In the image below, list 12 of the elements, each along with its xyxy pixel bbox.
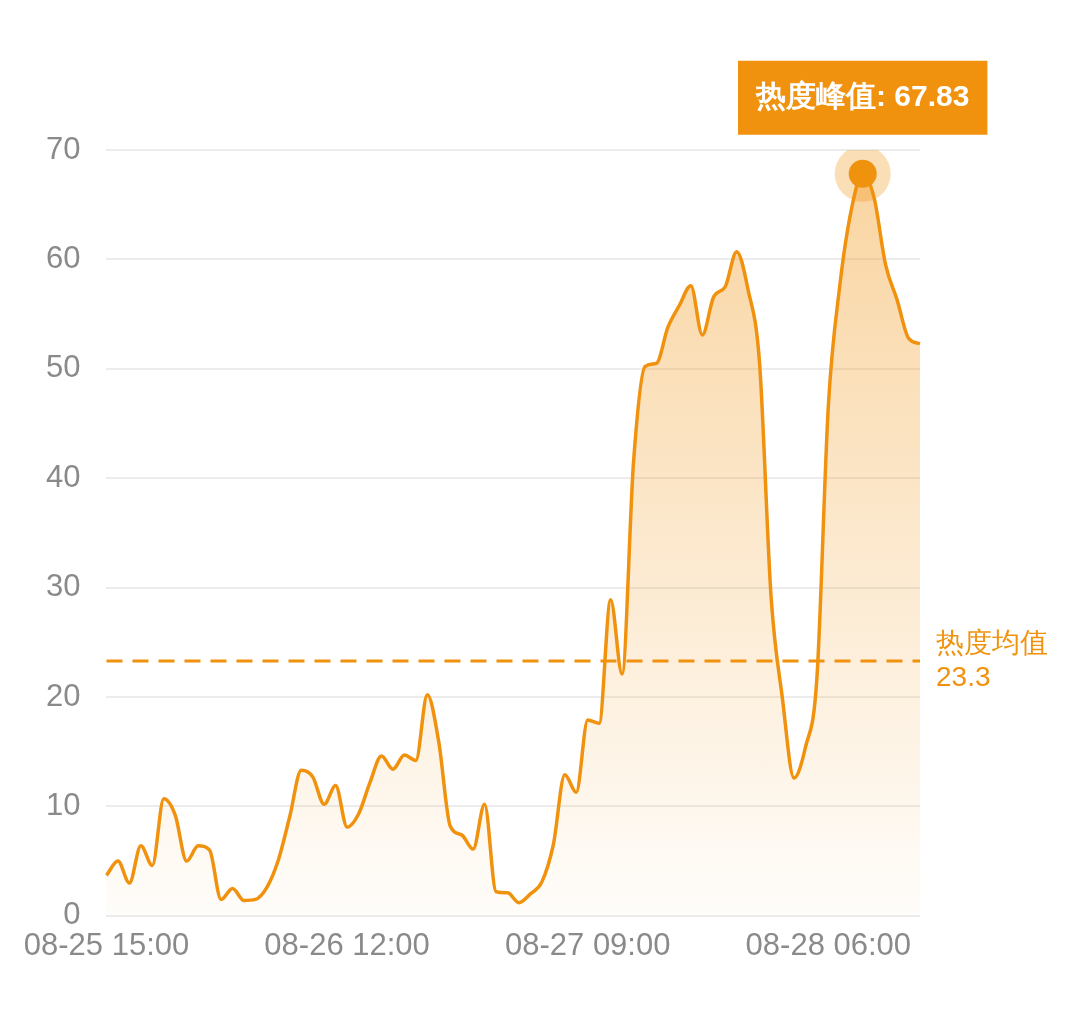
y-tick-label: 10 <box>46 786 81 822</box>
y-tick-label: 60 <box>46 239 81 275</box>
y-tick-label: 20 <box>46 677 81 713</box>
ref-line-label: 热度均值 23.3 <box>936 626 1048 692</box>
y-tick-label: 70 <box>46 130 81 166</box>
annotation: 热度峰值: 67.83 <box>755 79 970 113</box>
x-tick-label: 08-26 12:00 <box>264 926 430 962</box>
y-tick-label: 40 <box>46 458 81 494</box>
y-tick-label: 30 <box>46 568 81 604</box>
y-tick-label: 50 <box>46 349 81 385</box>
x-tick-label: 08-27 09:00 <box>504 926 671 962</box>
x-tick-label: 08-28 06:00 <box>745 926 912 962</box>
